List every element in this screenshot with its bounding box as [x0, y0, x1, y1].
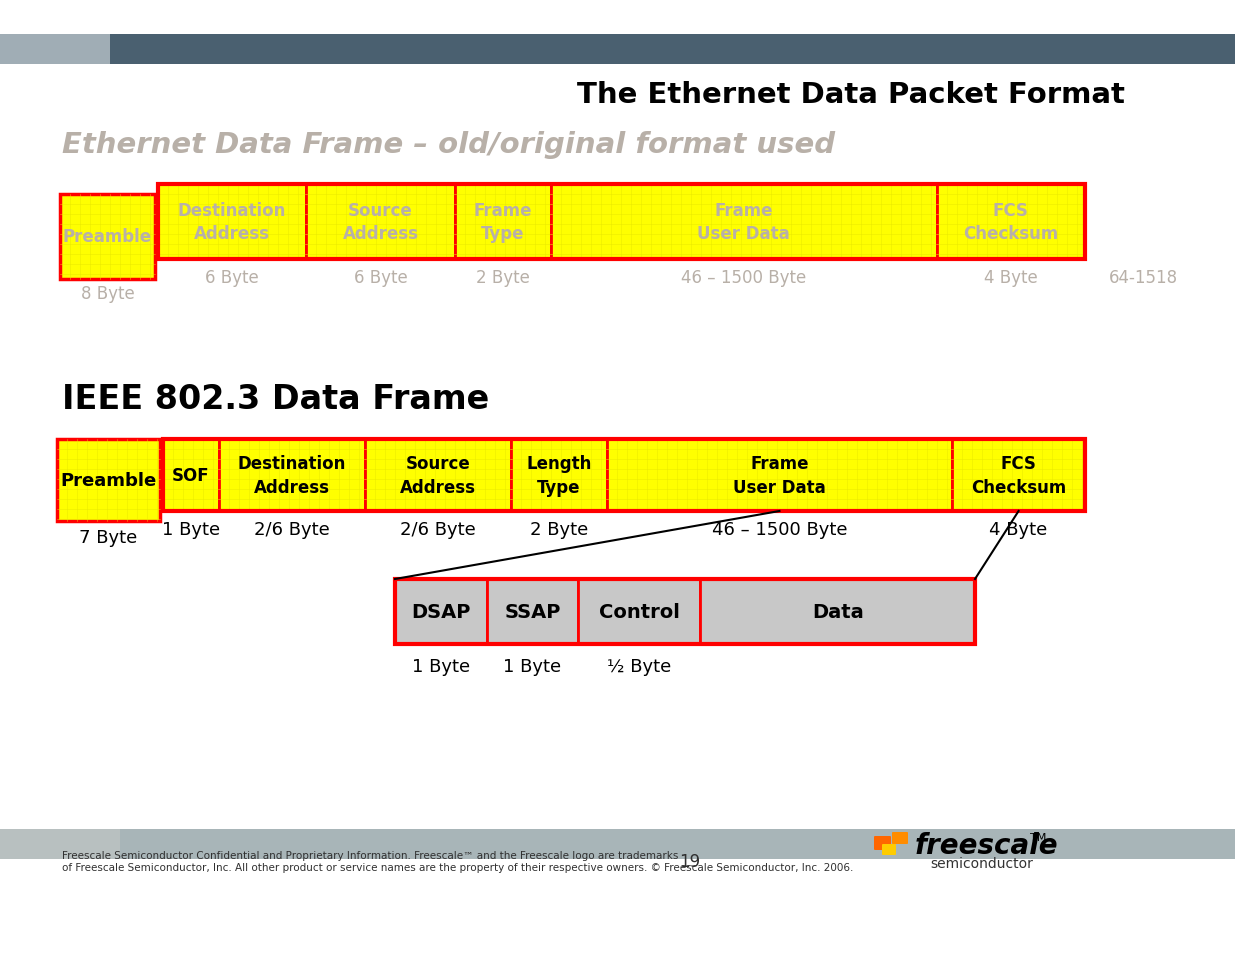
Bar: [454, 185, 551, 260]
Bar: [0, 829, 120, 859]
Text: Ethernet Data Frame – old/original format used: Ethernet Data Frame – old/original forma…: [62, 131, 835, 159]
Text: Preamble: Preamble: [61, 472, 157, 490]
Text: Data: Data: [811, 602, 863, 621]
Text: semiconductor: semiconductor: [930, 856, 1032, 870]
Text: IEEE 802.3 Data Frame: IEEE 802.3 Data Frame: [62, 383, 489, 416]
Text: 2 Byte: 2 Byte: [475, 269, 530, 287]
Bar: [936, 185, 1086, 260]
Bar: [395, 579, 487, 644]
Bar: [700, 579, 974, 644]
Text: freescale: freescale: [915, 831, 1058, 859]
FancyBboxPatch shape: [882, 844, 897, 855]
Text: 46 – 1500 Byte: 46 – 1500 Byte: [711, 520, 847, 538]
Text: Destination
Address: Destination Address: [237, 455, 346, 497]
Text: Source
Address: Source Address: [400, 455, 475, 497]
Bar: [158, 185, 1086, 260]
Text: 2/6 Byte: 2/6 Byte: [400, 520, 475, 538]
Bar: [364, 439, 511, 512]
Bar: [306, 185, 454, 260]
Bar: [158, 185, 306, 260]
Text: ½ Byte: ½ Byte: [608, 658, 672, 676]
Text: 7 Byte: 7 Byte: [79, 529, 137, 546]
Text: 2 Byte: 2 Byte: [530, 520, 588, 538]
Text: SSAP: SSAP: [504, 602, 561, 621]
Text: Control: Control: [599, 602, 679, 621]
Text: FCS
Checksum: FCS Checksum: [971, 455, 1066, 497]
Text: Destination
Address: Destination Address: [178, 201, 287, 243]
Text: SOF: SOF: [172, 467, 210, 484]
Text: Length
Type: Length Type: [526, 455, 592, 497]
Text: Source
Address: Source Address: [342, 201, 419, 243]
Text: 4 Byte: 4 Byte: [984, 269, 1037, 287]
Bar: [578, 579, 700, 644]
Bar: [551, 185, 936, 260]
Text: 1 Byte: 1 Byte: [162, 520, 220, 538]
Text: Preamble: Preamble: [63, 229, 152, 246]
Text: 1 Byte: 1 Byte: [504, 658, 562, 676]
Text: 46 – 1500 Byte: 46 – 1500 Byte: [682, 269, 806, 287]
Bar: [395, 579, 974, 644]
Bar: [487, 579, 578, 644]
Bar: [0, 829, 1235, 859]
Bar: [511, 439, 606, 512]
FancyBboxPatch shape: [874, 836, 890, 850]
Bar: [219, 439, 364, 512]
FancyBboxPatch shape: [892, 832, 908, 844]
Text: 8 Byte: 8 Byte: [80, 285, 135, 303]
Text: Frame
Type: Frame Type: [473, 201, 532, 243]
Bar: [0, 35, 130, 65]
Bar: [57, 439, 161, 521]
Bar: [163, 439, 1086, 512]
Text: Freescale Semiconductor Confidential and Proprietary Information. Freescale™ and: Freescale Semiconductor Confidential and…: [62, 850, 853, 872]
Text: 64-1518: 64-1518: [1109, 269, 1177, 287]
Text: Frame
User Data: Frame User Data: [734, 455, 826, 497]
Text: FCS
Checksum: FCS Checksum: [963, 201, 1058, 243]
Text: The Ethernet Data Packet Format: The Ethernet Data Packet Format: [577, 81, 1125, 109]
Text: 19: 19: [679, 852, 700, 870]
Text: 6 Byte: 6 Byte: [353, 269, 408, 287]
Text: 6 Byte: 6 Byte: [205, 269, 259, 287]
Text: 2/6 Byte: 2/6 Byte: [254, 520, 330, 538]
Bar: [606, 439, 952, 512]
Bar: [61, 194, 156, 280]
Text: 1 Byte: 1 Byte: [411, 658, 469, 676]
Bar: [110, 35, 1235, 65]
Bar: [163, 439, 219, 512]
Bar: [952, 439, 1086, 512]
Text: Frame
User Data: Frame User Data: [698, 201, 790, 243]
Text: 4 Byte: 4 Byte: [989, 520, 1047, 538]
Text: DSAP: DSAP: [411, 602, 471, 621]
Text: TM: TM: [1030, 832, 1046, 842]
